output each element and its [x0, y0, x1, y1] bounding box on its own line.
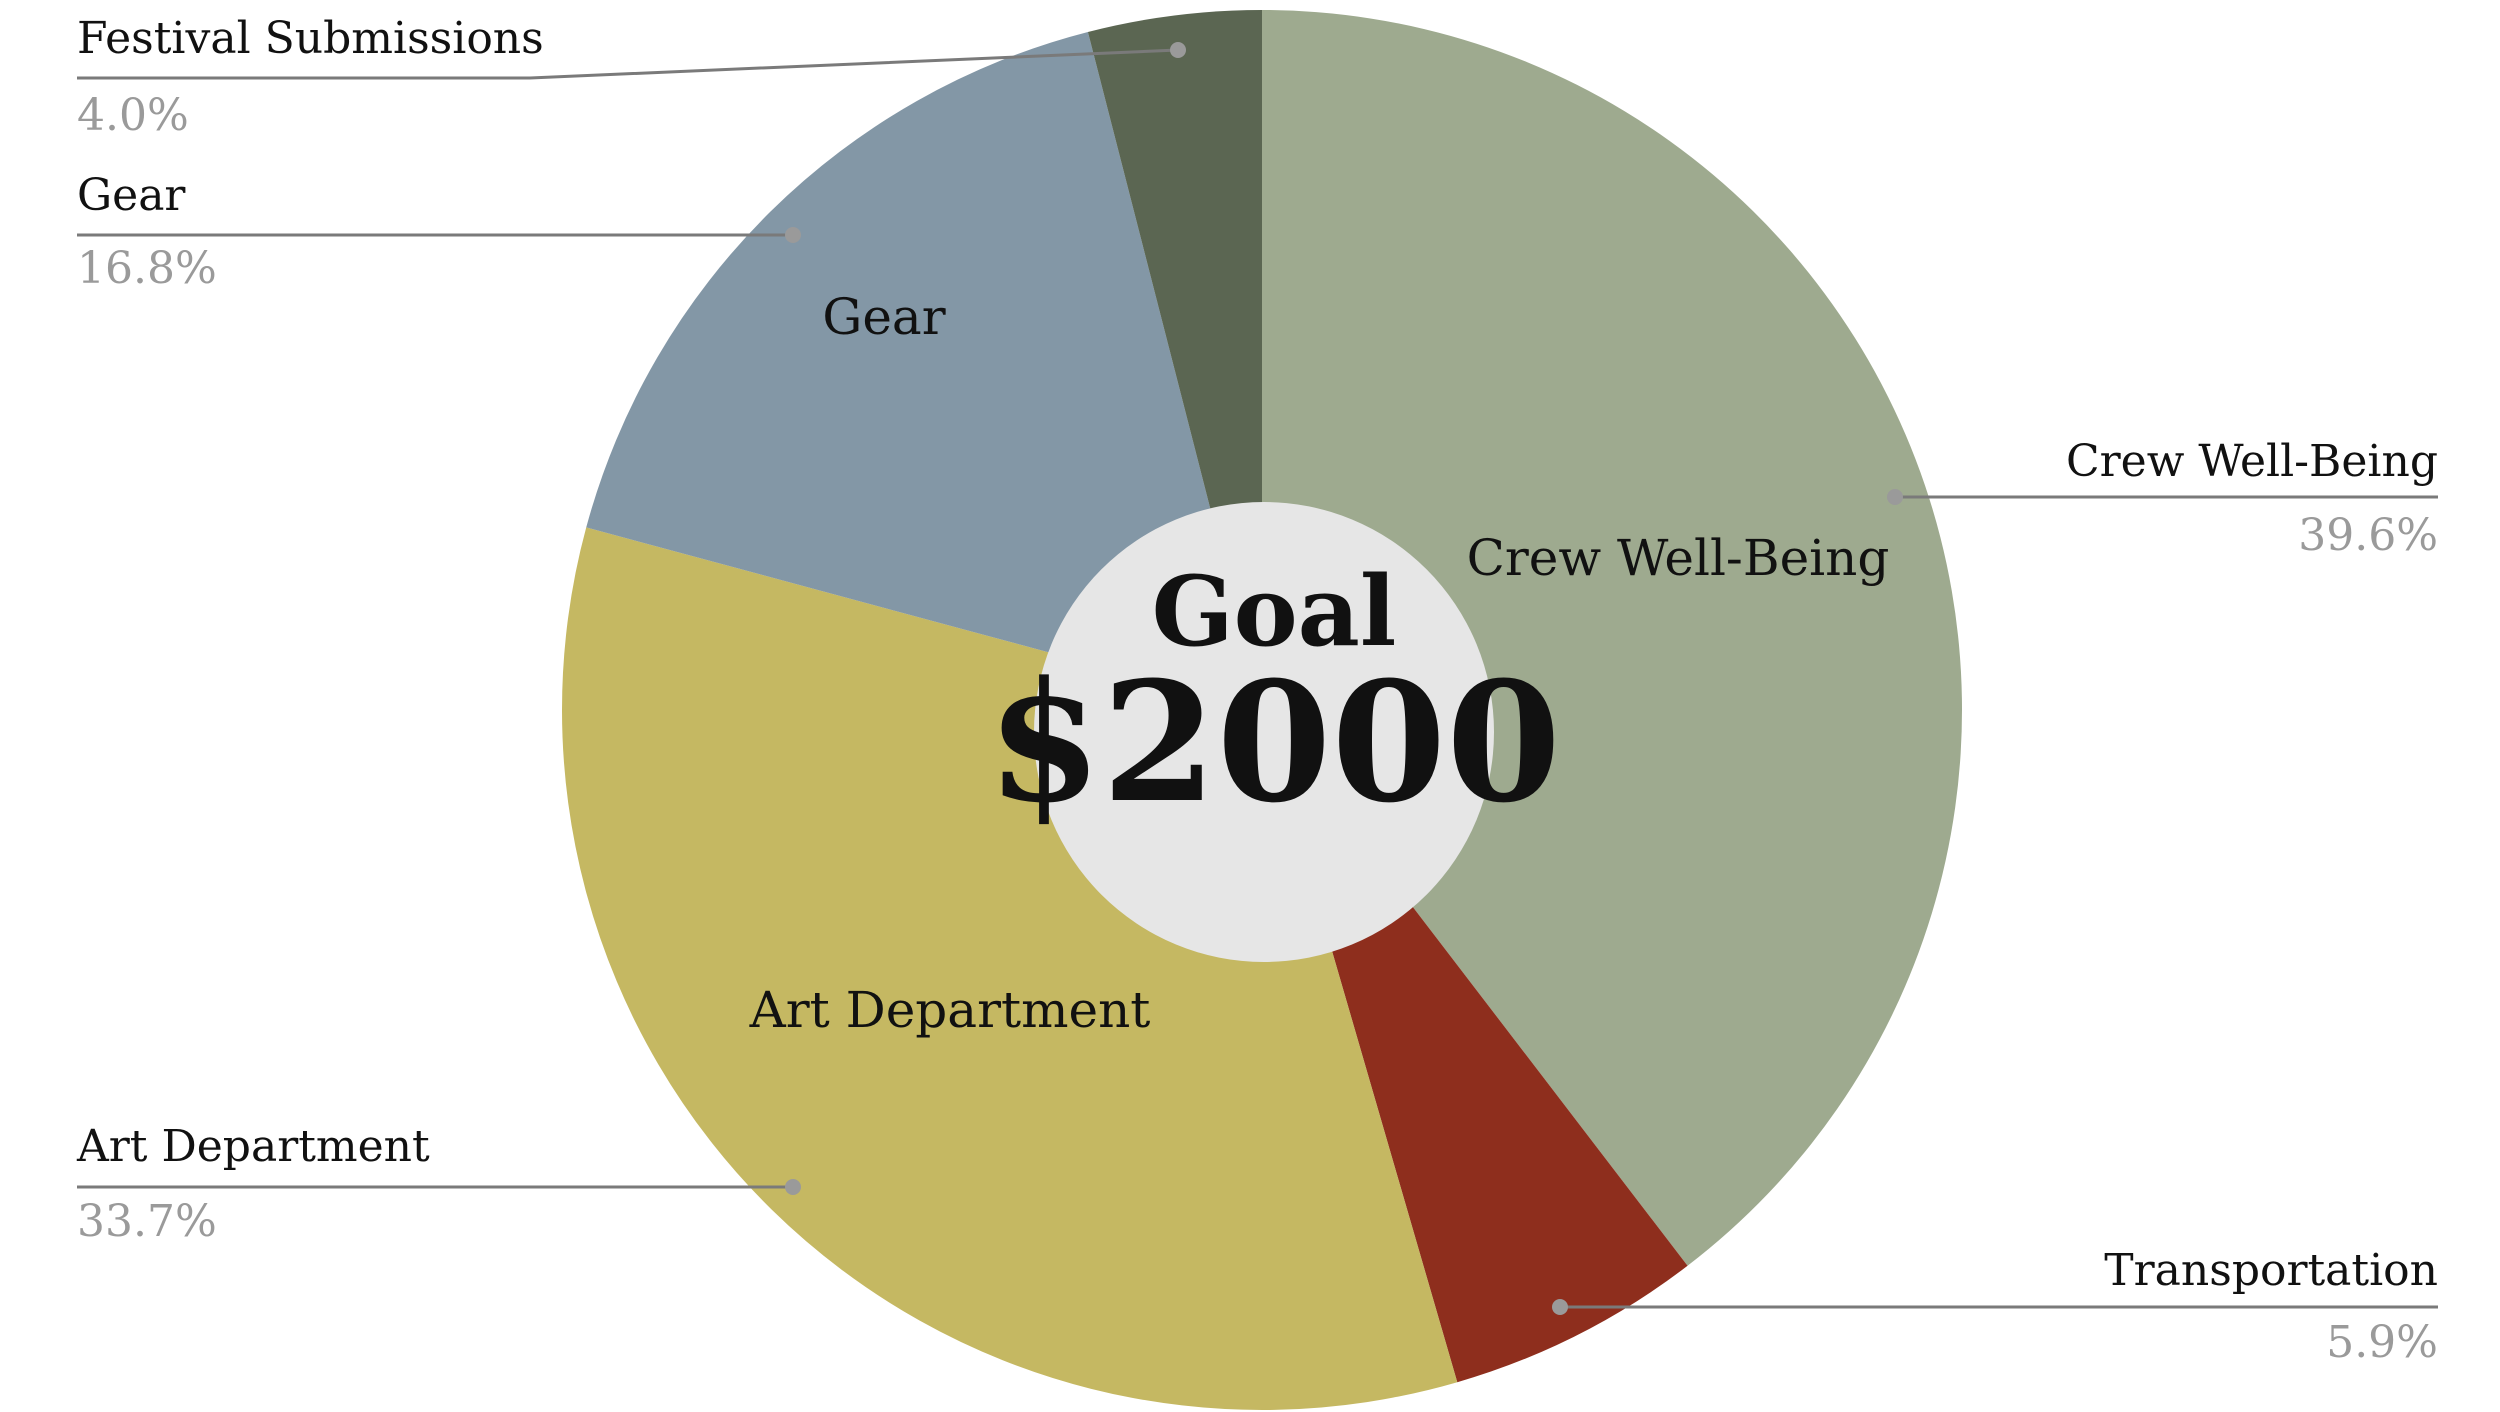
callout-percent-label: 4.0% [77, 90, 189, 141]
slice-inside-label: Art Department [749, 981, 1151, 1039]
callout-category-label: Crew Well-Being [2066, 436, 2438, 487]
callout-category-label: Transportation [2104, 1245, 2438, 1296]
slice-inside-label: Crew Well-Being [1467, 529, 1890, 587]
callout-percent-label: 33.7% [77, 1196, 217, 1247]
callout-percent-label: 16.8% [77, 243, 217, 294]
center-goal: Goal $2000 [987, 502, 1561, 962]
leader-dot [1887, 489, 1903, 505]
slice-inside-labels: Crew Well-Being Art Department Gear [749, 288, 1890, 1039]
slice-inside-label: Gear [822, 288, 945, 346]
callout-category-label: Festival Submissions [77, 13, 544, 64]
center-goal-label: Goal [1152, 555, 1397, 668]
pie-slice-gear [586, 31, 1262, 711]
leader-dot [785, 227, 801, 243]
callout-percent-label: 39.6% [2298, 510, 2438, 561]
leader-dot [1552, 1299, 1568, 1315]
callout-category-label: Gear [77, 170, 186, 221]
pie-slice-crew-well-being [1262, 10, 1963, 1266]
leader-dot [785, 1179, 801, 1195]
leader-dot [1170, 42, 1186, 58]
callout-labels: Crew Well-Being 39.6% Transportation 5.9% Ar… [76, 13, 2438, 1368]
center-goal-amount: $2000 [987, 645, 1561, 839]
callout-percent-label: 5.9% [2326, 1317, 2438, 1368]
callout-category-label: Art Department [76, 1121, 430, 1172]
leader-line [77, 48, 1179, 80]
center-circle [1034, 502, 1494, 962]
